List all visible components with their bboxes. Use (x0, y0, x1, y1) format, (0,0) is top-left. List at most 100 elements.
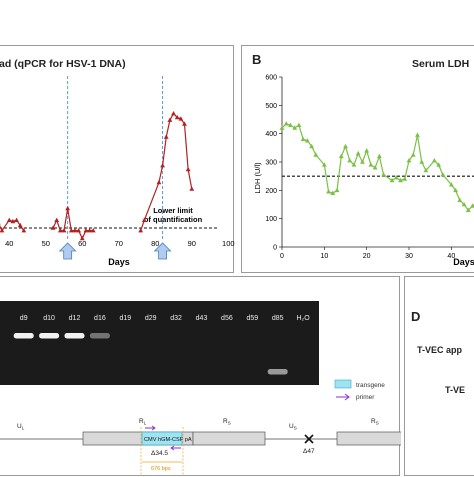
amplicon-length: 676 bps (151, 466, 171, 472)
viral-load-point-26 (167, 117, 173, 122)
panel-b-letter: B (252, 52, 262, 67)
viral-load-point-31 (185, 166, 191, 172)
ldh-point-12 (334, 187, 340, 193)
viral-load-point-23 (156, 179, 162, 185)
ldh-point-41 (470, 203, 474, 208)
ldh-point-34 (436, 162, 442, 167)
viral-load-point-14 (68, 228, 74, 233)
treatment-arrows (58, 242, 172, 260)
gel-image (0, 301, 319, 385)
ldh-point-2 (288, 122, 293, 127)
viral-load-point-11 (57, 228, 63, 233)
legend-transgene-label: transgene (356, 382, 385, 389)
x-tick-a-60: 60 (78, 239, 86, 248)
deletion-marker-47 (304, 434, 314, 444)
x-axis-title-a: Days (108, 257, 130, 267)
panel-a: ad (qPCR for HSV-1 DNA) 40 50 60 70 80 90 100 … (0, 45, 235, 273)
map-label-RL: RL (139, 418, 147, 426)
ldh-point-19 (364, 148, 370, 153)
ldh-point-28 (406, 157, 412, 163)
panel-d: D T-VEC app T-VE (404, 276, 474, 476)
panel-b: B Serum LDH LDH (U/l) 0 100 200 300 400 500 60… (241, 45, 474, 273)
ldh-line (281, 123, 474, 212)
gel-band-3 (89, 333, 110, 339)
x-tick-a-40: 40 (5, 239, 13, 248)
gel-lane-label-6: d32 (170, 315, 182, 322)
gel-lane-label-0: d9 (20, 315, 28, 322)
gel-band-1 (39, 333, 60, 339)
y-tick-b-600: 600 (265, 75, 277, 82)
panel-c: d9 d10 d12 d16 d19 d29 d32 d43 d56 d59 d85 H₂O tran… (0, 276, 401, 476)
cassette-label: CMV hGM-CSF pA (144, 437, 192, 443)
ldh-point-15 (347, 157, 353, 163)
viral-load-point-20 (90, 228, 96, 233)
ldh-point-23 (381, 172, 386, 177)
x-axis-title-b: Days (453, 257, 474, 267)
viral-load-point-10 (54, 217, 60, 222)
y-tick-b-500: 500 (265, 103, 277, 110)
panel-d-line-1: T-VEC app (417, 345, 463, 355)
series-ldh (279, 121, 474, 212)
ldh-point-40 (465, 207, 471, 212)
ldh-point-1 (283, 121, 289, 126)
map-label-US: US (289, 423, 297, 431)
ldh-point-33 (432, 157, 437, 163)
ldh-point-18 (360, 159, 365, 164)
ldh-point-4 (296, 122, 302, 127)
viral-load-point-13 (65, 205, 71, 211)
ldh-point-20 (368, 162, 374, 167)
ldh-point-32 (423, 167, 429, 173)
gel-lane-label-2: d12 (69, 315, 81, 322)
ldh-point-13 (338, 153, 344, 159)
y-tick-b-300: 300 (265, 160, 277, 167)
ldh-point-22 (376, 153, 382, 159)
ldh-point-9 (321, 162, 327, 167)
ldh-point-14 (343, 143, 348, 149)
x-tick-b-30: 30 (405, 253, 413, 260)
primer-reverse-arrow (170, 445, 181, 451)
viral-load-point-15 (72, 228, 78, 233)
ldh-point-29 (410, 152, 416, 157)
gel-band-2 (64, 333, 85, 339)
ldh-point-0 (279, 125, 285, 130)
gel-lane-label-5: d29 (145, 315, 157, 322)
ldh-point-21 (372, 165, 378, 170)
ldh-point-11 (330, 190, 336, 195)
gel-lane-label-4: d19 (119, 315, 131, 322)
viral-load-line-segment-2 (140, 112, 193, 231)
gel-lane-label-8: d56 (221, 315, 233, 322)
y-tick-b-100: 100 (265, 216, 277, 223)
legend-transgene-swatch (334, 379, 352, 389)
ldh-point-36 (448, 182, 454, 187)
treatment-lines-a (67, 76, 164, 241)
ldh-point-39 (461, 201, 467, 207)
viral-load-point-12 (61, 228, 67, 233)
ldh-point-37 (453, 187, 458, 193)
ldh-point-5 (300, 136, 306, 142)
x-axis-a: 40 50 60 70 80 90 100 (5, 239, 234, 248)
gel-lane-label-9: d59 (246, 315, 258, 322)
gel-lane-label-1: d10 (43, 315, 55, 322)
map-label-UL: UL (17, 423, 25, 431)
viral-load-point-24 (160, 163, 165, 168)
x-tick-a-70: 70 (115, 239, 123, 248)
lloq-label-2: of quantification (144, 215, 203, 224)
viral-load-point-25 (163, 134, 169, 139)
ldh-point-3 (292, 125, 298, 130)
viral-load-point-5 (10, 218, 16, 224)
gel-lanes: d9 d10 d12 d16 d19 d29 d32 d43 d56 d59 d85 H₂O (13, 315, 310, 375)
ldh-point-35 (440, 172, 446, 177)
deletion-label-47: Δ47 (303, 448, 315, 455)
viral-load-point-17 (79, 235, 85, 241)
map-label-RS-2: RS (371, 418, 379, 426)
genome-block-RS-2 (336, 431, 401, 446)
y-tick-b-0: 0 (273, 245, 277, 252)
ldh-point-10 (326, 189, 331, 194)
chart-serum-ldh: LDH (U/l) 010020030040050060001020304050… (253, 75, 474, 267)
viral-load-point-6 (14, 217, 19, 222)
gel-lane-label-10: d85 (272, 315, 284, 322)
series-viral-load (0, 111, 195, 241)
gel-band-0 (13, 333, 34, 339)
gel-lane-label-3: d16 (94, 315, 106, 322)
x-tick-a-90: 90 (188, 239, 196, 248)
